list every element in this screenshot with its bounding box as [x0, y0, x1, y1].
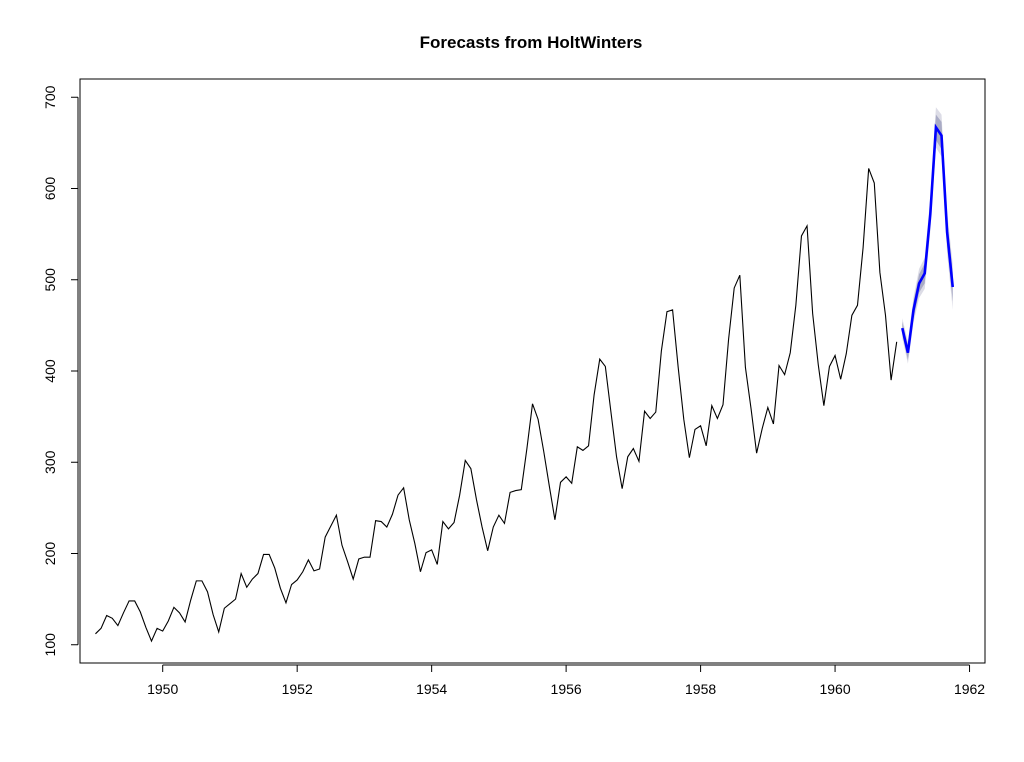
chart-title: Forecasts from HoltWinters — [420, 33, 643, 52]
y-tick-label: 600 — [42, 177, 58, 201]
x-tick-label: 1950 — [147, 681, 178, 697]
forecast-series-line — [901, 123, 955, 354]
plot-area-frame — [79, 78, 986, 664]
y-tick-label: 400 — [42, 359, 58, 383]
x-tick-label: 1954 — [416, 681, 447, 697]
x-tick-label: 1962 — [954, 681, 985, 697]
y-tick-label: 700 — [42, 85, 58, 109]
y-tick-label: 500 — [42, 268, 58, 292]
x-tick-label: 1956 — [551, 681, 582, 697]
y-tick-label: 200 — [42, 542, 58, 566]
series-lines — [95, 123, 955, 643]
x-axis: 1950 1952 1954 1956 1958 1960 1962 — [147, 664, 985, 697]
x-tick-label: 1958 — [685, 681, 716, 697]
y-axis: 100 200 300 400 500 600 700 — [42, 85, 79, 657]
y-tick-label: 300 — [42, 450, 58, 474]
observed-series-line — [95, 168, 898, 643]
y-tick-label: 100 — [42, 633, 58, 657]
x-tick-label: 1960 — [819, 681, 850, 697]
x-tick-label: 1952 — [282, 681, 313, 697]
